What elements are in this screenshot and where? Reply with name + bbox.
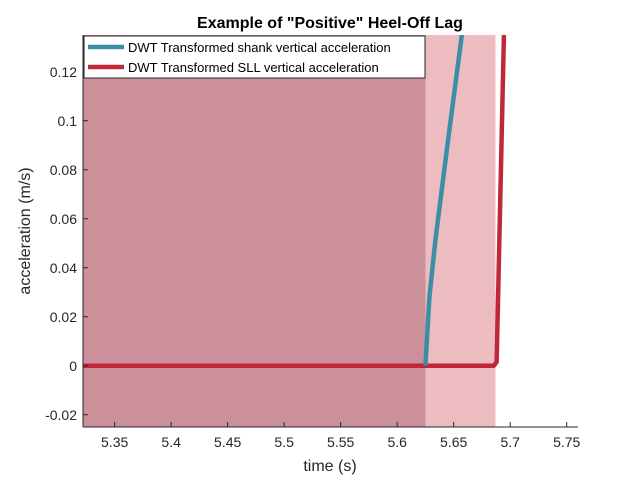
shaded-regions <box>83 35 496 427</box>
y-ticks: -0.02 0 0.02 0.04 0.06 0.08 0.1 0.12 <box>45 64 88 423</box>
y-tick-label: -0.02 <box>45 407 77 423</box>
legend: DWT Transformed shank vertical accelerat… <box>83 35 426 79</box>
shaded-region-1 <box>83 35 496 427</box>
series-line-1 <box>83 35 507 368</box>
x-tick-label: 5.75 <box>553 434 580 450</box>
legend-box <box>83 35 426 79</box>
x-tick-label: 5.45 <box>214 434 241 450</box>
x-tick-label: 5.7 <box>500 434 520 450</box>
y-tick-label: 0 <box>69 358 77 374</box>
legend-entry-sll: DWT Transformed SLL vertical acceleratio… <box>128 60 379 75</box>
chart-title: Example of "Positive" Heel-Off Lag <box>197 15 463 32</box>
x-tick-label: 5.35 <box>101 434 128 450</box>
x-tick-label: 5.5 <box>274 434 294 450</box>
x-tick-label: 5.6 <box>387 434 407 450</box>
series-line-0 <box>423 35 465 366</box>
legend-entry-shank: DWT Transformed shank vertical accelerat… <box>128 40 391 55</box>
y-tick-label: 0.1 <box>58 113 78 129</box>
x-tick-label: 5.55 <box>327 434 354 450</box>
y-tick-label: 0.06 <box>50 211 77 227</box>
axes <box>82 35 578 428</box>
y-tick-label: 0.04 <box>50 260 77 276</box>
x-ticks: 5.35 5.4 5.45 5.5 5.55 5.6 5.65 5.7 5.75 <box>101 422 581 450</box>
series-lines <box>83 35 507 368</box>
y-tick-label: 0.12 <box>50 64 77 80</box>
x-tick-label: 5.65 <box>440 434 467 450</box>
x-tick-label: 5.4 <box>161 434 181 450</box>
x-axis-label: time (s) <box>303 458 356 475</box>
y-tick-label: 0.02 <box>50 309 77 325</box>
y-tick-label: 0.08 <box>50 162 77 178</box>
y-axis-label: acceleration (m/s) <box>17 167 34 294</box>
